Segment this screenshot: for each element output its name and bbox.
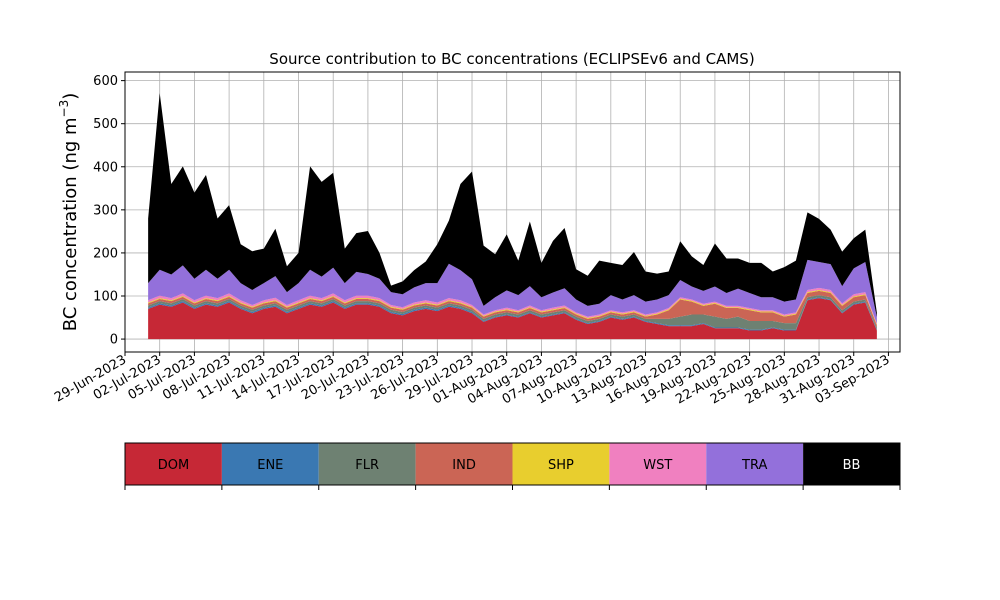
legend-label-tra: TRA	[741, 458, 767, 473]
area-dom	[148, 298, 877, 340]
chart-title: Source contribution to BC concentrations…	[269, 50, 754, 68]
legend-label-wst: WST	[643, 458, 672, 473]
y-tick-label: 600	[93, 74, 118, 89]
y-axis-label: BC concentration (ng m−3)	[57, 93, 81, 332]
y-axis-label-close: )	[60, 93, 81, 100]
area-ind	[148, 290, 877, 328]
y-tick-label: 200	[93, 246, 118, 261]
y-axis-ticks: 0 100 200 300 400 500 600	[93, 74, 125, 348]
y-tick-label: 300	[93, 203, 118, 218]
legend-label-dom: DOM	[158, 458, 189, 473]
legend-label-flr: FLR	[355, 458, 379, 473]
legend-swatch-flr	[318, 443, 416, 485]
legend-swatch-bb	[803, 443, 900, 485]
area-flr	[148, 295, 877, 330]
legend-swatch-ind	[415, 443, 513, 485]
area-shp	[148, 289, 877, 326]
legend-label-ind: IND	[452, 458, 476, 473]
legend-swatch-ene	[221, 443, 319, 485]
y-axis-label-sup: −3	[57, 100, 71, 118]
area-wst	[148, 287, 877, 325]
legend-colorbar: DOM ENE FLR IND SHP WST TRA BB	[124, 442, 901, 490]
stacked-areas	[148, 93, 877, 340]
legend-swatch-tra	[706, 443, 804, 485]
area-tra	[148, 259, 877, 324]
y-tick-label: 100	[93, 290, 118, 305]
y-tick-label: 0	[110, 333, 118, 348]
legend-swatch-shp	[512, 443, 610, 485]
legend-label-bb: BB	[843, 458, 861, 473]
y-axis-label-main: BC concentration (ng m	[60, 117, 81, 331]
legend-swatch-dom	[125, 443, 222, 485]
x-axis-ticks: 29-Jun-202302-Jul-202305-Jul-202308-Jul-…	[52, 352, 892, 408]
legend-frame	[124, 442, 901, 486]
y-tick-label: 500	[93, 117, 118, 132]
legend-label-shp: SHP	[548, 458, 574, 473]
y-tick-label: 400	[93, 160, 118, 175]
legend-label-ene: ENE	[257, 458, 283, 473]
legend-swatch-wst	[609, 443, 707, 485]
plot-frame	[124, 71, 901, 353]
area-bb	[148, 93, 877, 318]
